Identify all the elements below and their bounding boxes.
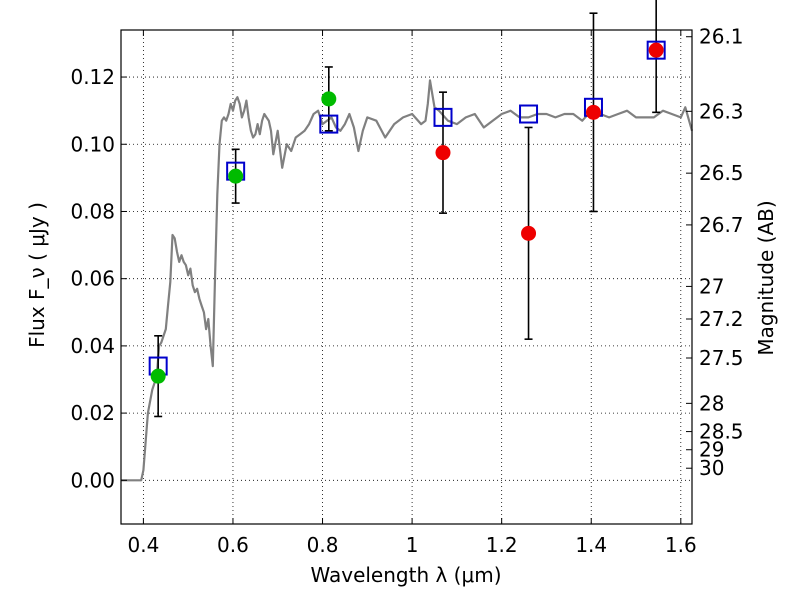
model-sed-line [121,79,694,482]
y-tick-label: 0.12 [70,65,115,89]
observed-point [648,42,664,58]
observed-point [321,91,337,107]
y2-axis-label: Magnitude (AB) [754,200,778,355]
mag-tick-label: 29 [699,438,724,462]
y-tick-label: 0.10 [70,132,115,156]
x-tick-label: 1.4 [575,533,607,557]
x-tick-label: 0.6 [217,533,249,557]
observed-point [228,168,244,184]
y-axis-label: Flux F_ν ( μJy ) [25,202,49,348]
mag-tick-label: 27 [699,274,724,298]
model-photometry-square [519,104,539,124]
error-bars-layer [154,0,661,418]
y-tick-label: 0.08 [70,199,115,223]
x-axis-label: Wavelength λ (μm) [310,563,501,587]
model-photometry-square [646,40,666,60]
x-tick-label: 1.2 [486,533,518,557]
model-photometry-square [433,107,453,127]
observed-point [585,104,601,120]
y-tick-label: 0.06 [70,267,115,291]
observed-point [435,145,451,161]
mag-tick-label: 30 [699,456,724,480]
x-tick-label: 0.8 [307,533,339,557]
y-tick-label: 0.00 [70,468,115,492]
x-tick-label: 1.6 [665,533,697,557]
plot-frame [120,29,693,525]
x-tick-label: 0.4 [127,533,159,557]
model-sed-layer [121,79,694,482]
mag-tick-label: 27.2 [699,307,744,331]
mag-tick-label: 26.1 [699,25,744,49]
observed-point [521,225,537,241]
x-tick-label: 1 [406,533,419,557]
mag-tick-label: 27.5 [699,346,744,370]
mag-tick-label: 26.5 [699,161,744,185]
observed-point [150,368,166,384]
mag-tick-label: 26.7 [699,213,744,237]
mag-tick-label: 28 [699,391,724,415]
y-tick-label: 0.04 [70,334,115,358]
markers-layer [148,40,666,384]
model-photometry-square [319,114,339,134]
mag-tick-label: 26.3 [699,99,744,123]
mag-tick-label: 28.5 [699,420,744,444]
y-tick-label: 0.02 [70,401,115,425]
ticks-layer: 0.4 0.6 0.8 1 1.2 1.4 1.6 0.00 0.02 0.04 0.06 0.08 0… [70,25,743,557]
grid [121,30,692,524]
